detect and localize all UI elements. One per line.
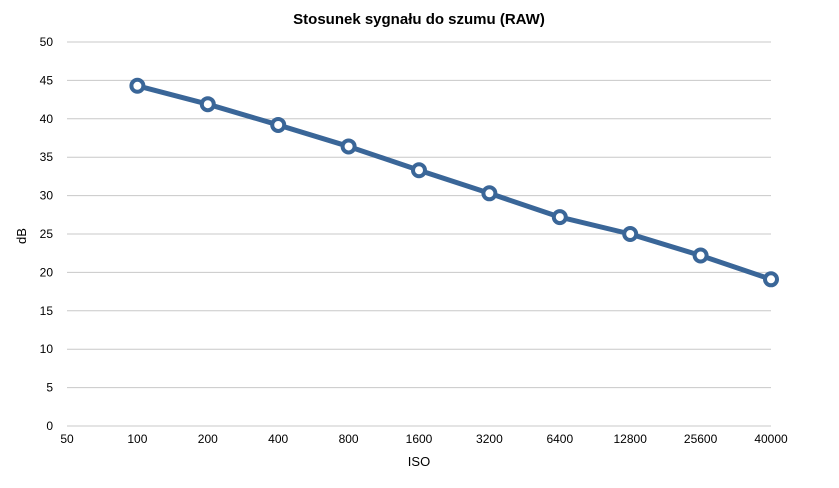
y-tick-labels: 0 5 10 15 20 25 30 35 40 45 50 <box>40 35 54 433</box>
data-point <box>692 247 709 264</box>
y-tick-label: 20 <box>40 265 54 279</box>
x-tick-label: 40000 <box>754 432 788 446</box>
data-point <box>270 116 287 133</box>
y-tick-label: 30 <box>40 189 54 203</box>
y-axis-label: dB <box>14 228 29 244</box>
x-tick-label: 6400 <box>546 432 573 446</box>
data-point <box>481 185 498 202</box>
data-point <box>763 271 779 288</box>
x-tick-label: 25600 <box>684 432 718 446</box>
data-point <box>622 226 639 242</box>
series-line <box>134 83 774 282</box>
x-tick-label: 12800 <box>614 432 648 446</box>
y-tick-label: 0 <box>46 419 53 433</box>
data-point <box>129 77 146 94</box>
x-tick-label: 400 <box>268 432 288 446</box>
x-tick-label: 1600 <box>406 432 433 446</box>
x-tick-label: 50 <box>60 432 74 446</box>
y-tick-label: 45 <box>40 73 54 87</box>
y-tick-label: 5 <box>46 381 53 395</box>
x-tick-label: 3200 <box>476 432 503 446</box>
data-point <box>340 138 357 155</box>
x-tick-labels: 50 100 200 400 800 1600 3200 6400 12800 25600 4000… <box>60 432 788 446</box>
x-tick-label: 200 <box>198 432 218 446</box>
data-point <box>199 96 216 113</box>
grid-lines <box>67 41 771 427</box>
chart-title: Stosunek sygnału do szumu (RAW) <box>293 11 545 28</box>
data-point <box>411 162 427 179</box>
x-tick-label: 800 <box>339 432 359 446</box>
y-tick-label: 35 <box>40 150 54 164</box>
y-tick-label: 40 <box>40 112 54 126</box>
y-tick-label: 15 <box>40 304 54 318</box>
x-tick-label: 100 <box>127 432 147 446</box>
y-tick-label: 25 <box>40 227 54 241</box>
series-layer <box>129 77 779 288</box>
y-tick-label: 10 <box>40 342 54 356</box>
y-tick-label: 50 <box>40 35 54 49</box>
x-axis-label: ISO <box>408 454 430 469</box>
data-point <box>551 209 568 226</box>
